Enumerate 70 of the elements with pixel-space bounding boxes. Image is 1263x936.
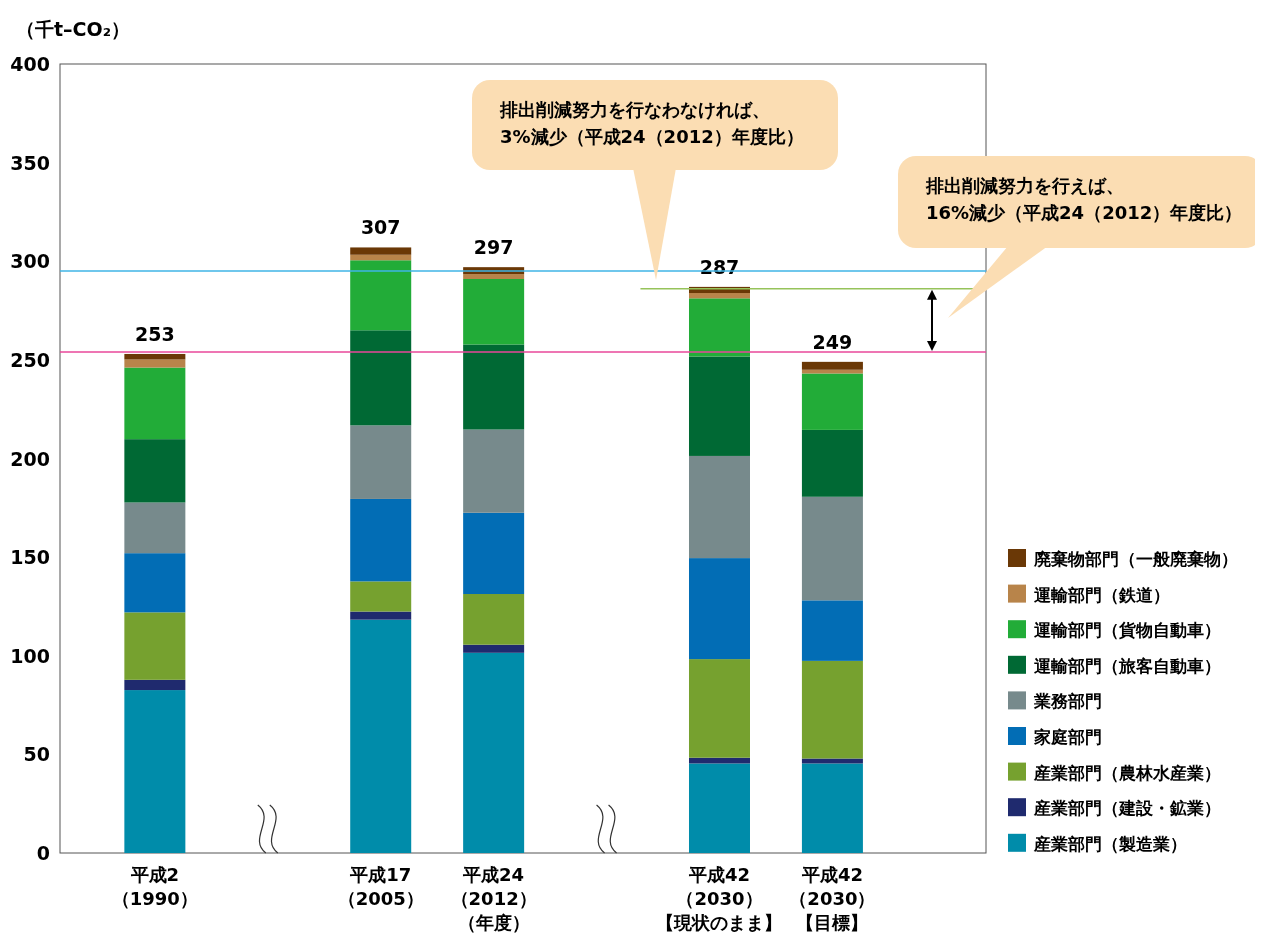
legend-label: 産業部門（製造業）: [1033, 833, 1187, 854]
y-tick-label: 200: [10, 447, 50, 470]
bar: [124, 502, 186, 554]
bar: [350, 247, 412, 255]
bar: [463, 274, 525, 279]
bar: [124, 612, 186, 680]
bar: [350, 619, 412, 853]
legend-label: 業務部門: [1033, 691, 1102, 712]
legend-label: 運輸部門（貨物自動車）: [1033, 620, 1221, 641]
bar: [801, 600, 863, 661]
legend-label: 産業部門（農林水産業）: [1033, 762, 1221, 783]
y-tick-label: 400: [10, 53, 50, 75]
bar: [124, 679, 186, 691]
bar: [350, 330, 412, 426]
total-label: 253: [135, 322, 175, 345]
bar: [463, 344, 525, 430]
bar: [801, 496, 863, 601]
bar: [124, 367, 186, 440]
legend-label: 廃棄物部門（一般廃棄物）: [1033, 549, 1238, 569]
annotation: 排出削減努力を行なわなければ、 3%減少（平成24（2012）年度比）: [499, 99, 804, 147]
y-tick-label: 0: [36, 842, 50, 864]
legend-label: 家庭部門: [1033, 727, 1102, 747]
bar: [463, 644, 525, 653]
bar: [688, 763, 750, 853]
total-label: 297: [473, 236, 514, 259]
y-tick-label: 50: [23, 743, 50, 766]
x-tick-label: 平成17 （2005）: [337, 864, 424, 909]
y-tick-label: 300: [10, 250, 50, 273]
bar: [463, 652, 525, 853]
bar: [124, 439, 186, 503]
y-tick-label: 100: [10, 644, 50, 667]
bar: [801, 660, 863, 759]
bar: [688, 558, 750, 660]
legend-label: 産業部門（建設・鉱業）: [1033, 798, 1221, 819]
total-label: 249: [812, 330, 853, 353]
bar: [350, 425, 412, 499]
legend-label: 運輸部門（鉄道）: [1033, 584, 1170, 605]
bar: [124, 690, 186, 853]
bar: [350, 254, 412, 261]
x-tick-label: 平成2 （1990）: [111, 864, 198, 909]
bar: [350, 498, 412, 582]
bar: [801, 361, 863, 370]
bar: [801, 763, 863, 853]
y-tick-label: 150: [10, 546, 50, 569]
bar: [124, 553, 186, 613]
bar: [688, 293, 750, 299]
bar: [350, 260, 412, 331]
y-tick-label: 350: [10, 151, 50, 174]
x-tick-label: 平成42 （2030）【現状のまま】: [656, 864, 783, 933]
y-tick-label: 250: [10, 348, 50, 371]
bar: [463, 512, 525, 595]
bar: [688, 455, 750, 559]
total-label: 307: [360, 216, 401, 239]
bar: [801, 429, 863, 497]
bar: [350, 581, 412, 612]
bar: [688, 298, 750, 357]
annotation: 排出削減努力を行えば、 16%減少（平成24（2012）年度比）: [925, 175, 1243, 223]
bar: [688, 659, 750, 758]
bar: [350, 611, 412, 620]
bar: [463, 279, 525, 345]
bar: [124, 353, 186, 360]
bar: [801, 373, 863, 430]
bar: [124, 359, 186, 368]
y-axis-title: （千t–CO₂）: [16, 18, 130, 40]
bar: [688, 356, 750, 456]
legend-label: 運輸部門（旅客自動車）: [1033, 655, 1221, 676]
bar: [463, 594, 525, 645]
x-tick-label: 平成42 （2030）【目標】: [789, 864, 876, 933]
bar: [463, 429, 525, 513]
x-tick-label: 平成24 （2012）（年度）: [450, 864, 537, 933]
